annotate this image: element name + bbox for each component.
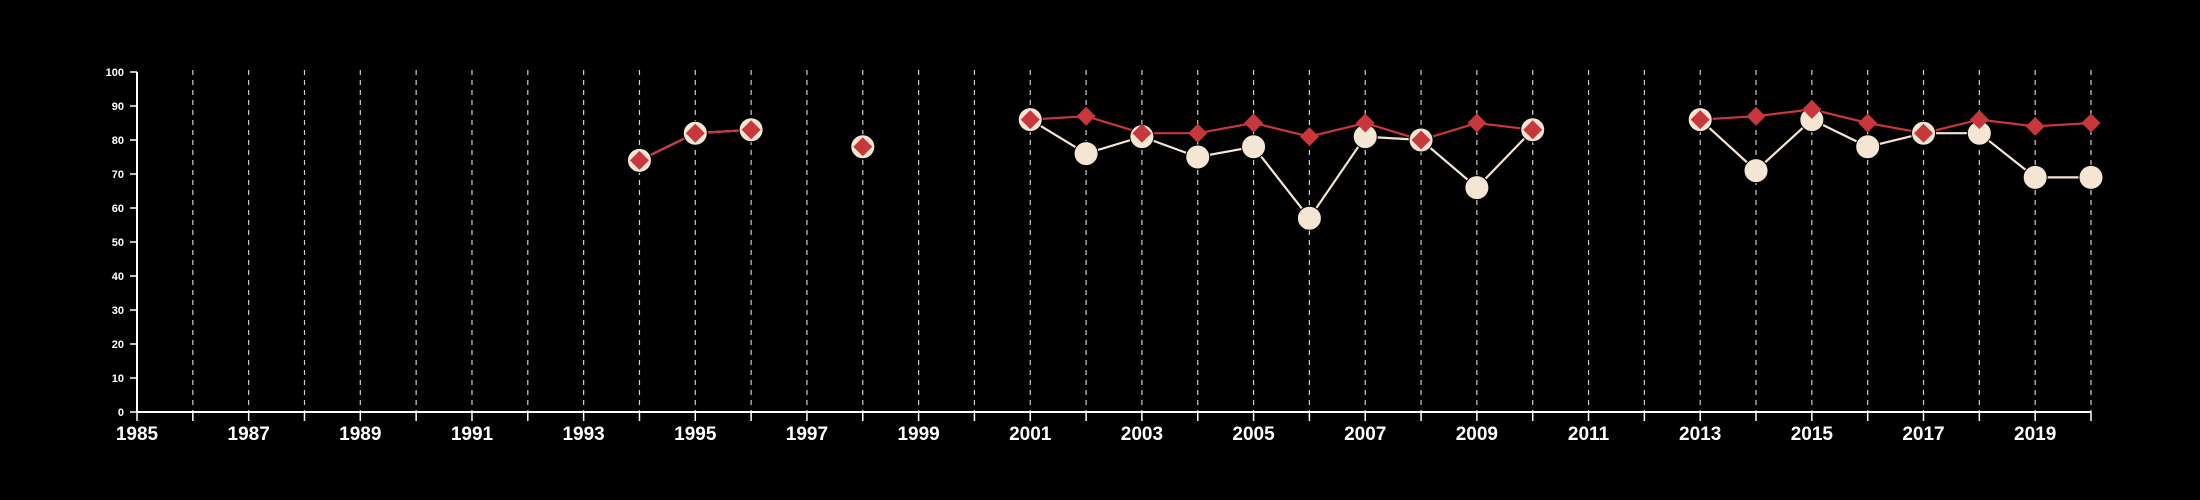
series-markers (626, 99, 2104, 231)
series-2-point (1020, 110, 1040, 130)
series-1-point (1464, 175, 1490, 201)
x-tick-label: 1999 (897, 424, 939, 445)
series-2-point (1299, 127, 1319, 147)
series-2-point (1523, 120, 1543, 140)
y-tick-label: 60 (112, 203, 124, 215)
y-tick-label: 10 (112, 373, 124, 385)
y-tick-label: 40 (112, 271, 124, 283)
y-tick-label: 30 (112, 305, 124, 317)
series-2-point (1188, 123, 1208, 143)
x-tick-label: 2015 (1791, 424, 1834, 445)
x-tick-label: 1985 (116, 424, 159, 445)
series-1-point (1073, 141, 1099, 167)
series-2-point (1690, 110, 1710, 130)
series-1-point (1296, 205, 1322, 231)
x-tick-label: 2017 (1902, 424, 1944, 445)
series-2-point (1411, 130, 1431, 150)
vertical-gridlines (192, 70, 2092, 412)
series-1-point (1185, 144, 1211, 170)
series-2-point (1802, 99, 1822, 119)
series-2-point (685, 123, 705, 143)
y-tick-label: 50 (112, 237, 124, 249)
series-2-point (1969, 110, 1989, 130)
series-2-point (2025, 116, 2045, 136)
x-tick-label: 1989 (339, 424, 381, 445)
x-tick-label: 1997 (786, 424, 828, 445)
series-2-point (1244, 113, 1264, 133)
series-2-point (1467, 113, 1487, 133)
series-1-point (2022, 164, 2048, 190)
series-2-point (1858, 113, 1878, 133)
series-2-point (2081, 113, 2101, 133)
y-tick-label: 100 (106, 67, 124, 79)
y-tick-label: 80 (112, 135, 124, 147)
x-tick-label: 2007 (1344, 424, 1386, 445)
series-2-point (741, 120, 761, 140)
x-tick-label: 2013 (1679, 424, 1721, 445)
series-2-point (1355, 113, 1375, 133)
x-tick-label: 2005 (1232, 424, 1275, 445)
series-2-point (853, 137, 873, 157)
x-tick-label: 2009 (1456, 424, 1498, 445)
y-tick-label: 70 (112, 169, 124, 181)
y-tick-label: 0 (118, 407, 124, 419)
y-tick-label: 20 (112, 339, 124, 351)
axes (130, 71, 2092, 421)
x-tick-label: 2003 (1121, 424, 1163, 445)
series-2-point (1132, 123, 1152, 143)
series-2-point (1914, 123, 1934, 143)
x-tick-label: 1991 (451, 424, 494, 445)
x-tick-label: 2019 (2014, 424, 2056, 445)
y-tick-label: 90 (112, 101, 124, 113)
x-tick-label: 1987 (228, 424, 270, 445)
tick-labels: 0 10 20 30 40 50 60 70 80 90 100 1985 1987 1989 1991 19… (106, 67, 2057, 445)
series-1-point (1743, 158, 1769, 184)
series-1-line-segment (1029, 118, 1534, 221)
x-tick-label: 1995 (674, 424, 717, 445)
x-tick-label: 2001 (1009, 424, 1052, 445)
series-1-point (1855, 134, 1881, 160)
series-1-point (1241, 134, 1267, 160)
series-2-point (1076, 106, 1096, 126)
series-2-point (1746, 106, 1766, 126)
series-2-line-segment (1700, 108, 2092, 135)
series-2-point (629, 150, 649, 170)
series-1-point (2078, 164, 2104, 190)
x-tick-label: 2011 (1568, 424, 1610, 445)
x-tick-label: 1993 (562, 424, 604, 445)
series-2-line-segment (1030, 115, 1533, 142)
